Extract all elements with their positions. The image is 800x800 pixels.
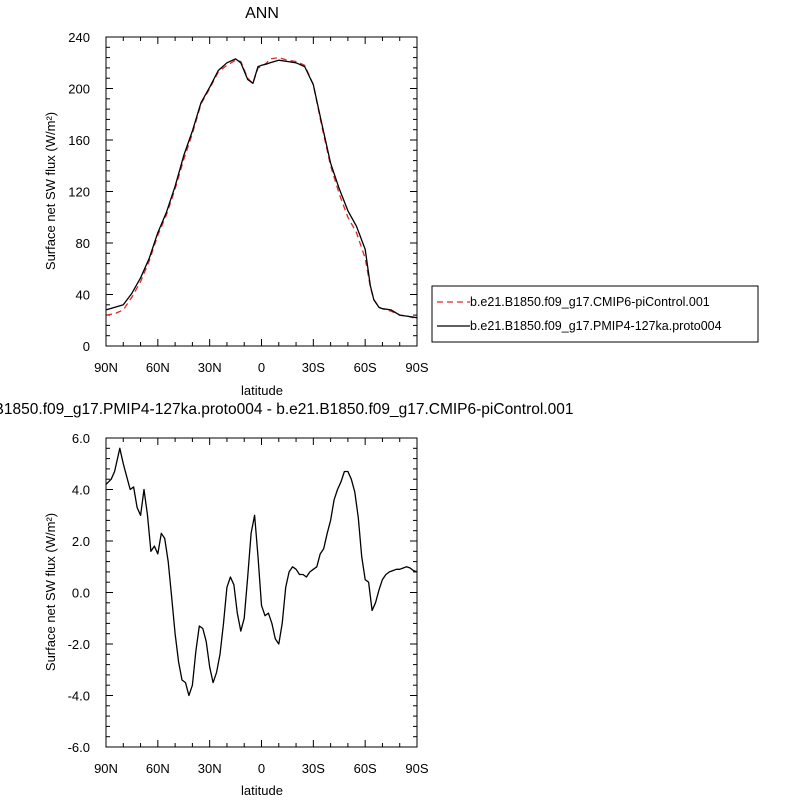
- top-xtick-label: 60N: [146, 360, 170, 375]
- top-ytick-label: 40: [76, 288, 90, 303]
- bottom-xtick-label: 30S: [302, 761, 325, 776]
- top-series-line-0: [105, 56, 418, 320]
- top-chart-title: ANN: [245, 5, 279, 22]
- bottom-chart: b.e21.B1850.f09_g17.PMIP4-127ka.proto004…: [0, 401, 574, 798]
- bottom-ytick-label: -4.0: [68, 689, 90, 704]
- legend-box: [431, 285, 759, 343]
- legend-label-piControl: b.e21.B1850.f09_g17.CMIP6-piControl.001: [470, 295, 710, 309]
- top-ytick-label: 240: [68, 30, 90, 45]
- bottom-chart-xlabel: latitude: [241, 783, 283, 798]
- top-chart-xlabel: latitude: [241, 383, 283, 398]
- bottom-xtick-label: 0: [258, 761, 265, 776]
- top-ytick-label: 120: [68, 185, 90, 200]
- top-xtick-label: 30S: [302, 360, 325, 375]
- bottom-chart-frame: [105, 437, 418, 748]
- top-xtick-label: 90N: [94, 360, 118, 375]
- top-xtick-label: 30N: [198, 360, 222, 375]
- bottom-xtick-label: 90S: [405, 761, 428, 776]
- top-chart: ANN Surface net SW flux (W/m²) latitude …: [43, 5, 429, 398]
- top-xtick-label: 90S: [405, 360, 428, 375]
- bottom-chart-ylabel: Surface net SW flux (W/m²): [43, 513, 58, 671]
- bottom-ytick-label: 4.0: [72, 483, 90, 498]
- bottom-ytick-label: 6.0: [72, 431, 90, 446]
- top-ytick-label: 0: [83, 339, 90, 354]
- bottom-xtick-label: 90N: [94, 761, 118, 776]
- bottom-ytick-label: -2.0: [68, 637, 90, 652]
- top-xtick-label: 60S: [354, 360, 377, 375]
- top-ytick-label: 200: [68, 82, 90, 97]
- top-ytick-label: 160: [68, 133, 90, 148]
- top-chart-frame: [105, 36, 418, 347]
- bottom-ytick-label: 2.0: [72, 534, 90, 549]
- bottom-ytick-label: 0.0: [72, 586, 90, 601]
- bottom-chart-title: b.e21.B1850.f09_g17.PMIP4-127ka.proto004…: [0, 401, 574, 418]
- top-chart-legend: b.e21.B1850.f09_g17.CMIP6-piControl.001 …: [431, 285, 759, 343]
- top-series-line-1: [105, 58, 418, 319]
- bottom-ytick-label: -6.0: [68, 740, 90, 755]
- top-chart-ylabel: Surface net SW flux (W/m²): [43, 112, 58, 270]
- bottom-xtick-label: 60S: [354, 761, 377, 776]
- bottom-xtick-label: 30N: [198, 761, 222, 776]
- legend-label-127ka: b.e21.B1850.f09_g17.PMIP4-127ka.proto004: [470, 319, 722, 333]
- top-xtick-label: 0: [258, 360, 265, 375]
- top-ytick-label: 80: [76, 236, 90, 251]
- bottom-series-line-0: [105, 447, 418, 697]
- bottom-xtick-label: 60N: [146, 761, 170, 776]
